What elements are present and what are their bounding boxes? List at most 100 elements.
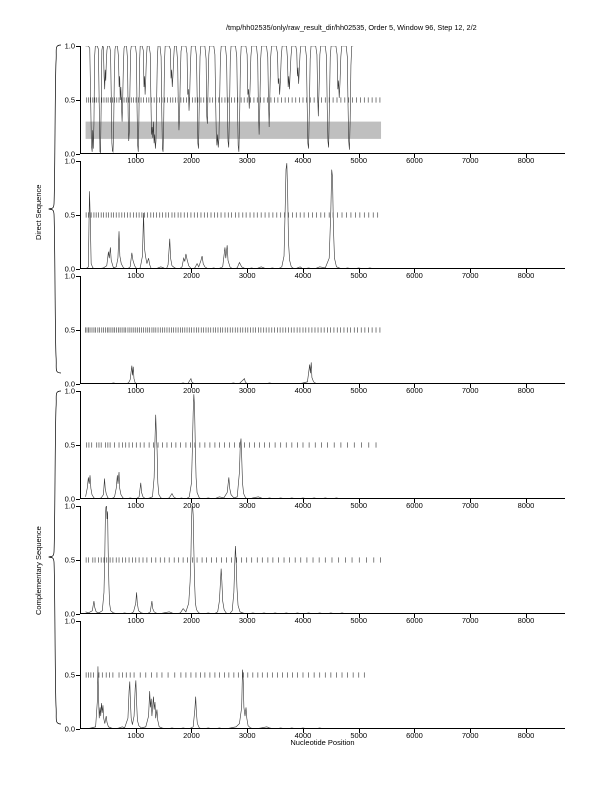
x-axis-tick [414, 154, 416, 158]
x-axis-tick [302, 384, 304, 388]
data-trace [85, 362, 382, 384]
x-axis-tick-label: 3000 [238, 501, 256, 510]
panel-complementary-frame-3: 0.0 0.5 1.0 1000 2000 3000 4000 5000 6000 7000 800… [65, 617, 565, 739]
x-axis-tick-label: 7000 [461, 731, 479, 740]
rug-marks [85, 327, 381, 333]
y-axis-tick [76, 445, 80, 446]
y-axis-tick [76, 276, 80, 277]
x-axis-tick-label: 6000 [406, 271, 423, 280]
x-axis-tick [247, 269, 249, 273]
y-axis-tick [76, 330, 80, 331]
y-axis-tick-label: 0.5 [64, 210, 75, 220]
x-axis-tick [358, 384, 360, 388]
x-axis-tick-label: 6000 [406, 501, 423, 510]
x-axis-tick [525, 154, 527, 158]
x-axis-tick-label: 1000 [127, 156, 145, 165]
panel-plot-area [85, 327, 382, 384]
x-axis-tick [135, 729, 137, 733]
panel-direct-frame-3: 0.0 0.5 1.0 1000 2000 3000 4000 5000 6000 7000 800… [65, 272, 565, 394]
y-axis-tick-label: 0.0 [64, 264, 75, 274]
x-axis-tick [135, 499, 137, 503]
data-trace [85, 506, 382, 614]
x-axis-tick-label: 2000 [183, 501, 200, 510]
brace-direct-sequence [48, 44, 62, 374]
y-axis-tick-label: 0.0 [64, 149, 75, 159]
y-axis-tick-label: 0.0 [64, 379, 75, 389]
x-axis-tick-label: 6000 [406, 731, 423, 740]
y-axis-line [80, 506, 81, 614]
x-axis-tick-label: 2000 [183, 271, 200, 280]
x-axis-tick [414, 614, 416, 618]
x-axis-tick [247, 614, 249, 618]
x-axis-tick [135, 154, 137, 158]
x-axis-tick [414, 269, 416, 273]
x-axis-label: Nucleotide Position [290, 738, 355, 747]
x-axis-line [80, 383, 565, 384]
x-axis-tick [302, 729, 304, 733]
panel-complementary-frame-2: 0.0 0.5 1.0 1000 2000 3000 4000 5000 6000 7000 800… [65, 502, 565, 624]
x-axis-tick [470, 154, 472, 158]
y-axis-tick [76, 391, 80, 392]
x-axis-tick [247, 729, 249, 733]
panel-plot-area [85, 46, 382, 154]
x-axis-tick-label: 7000 [461, 156, 479, 165]
panel-plot-area [85, 506, 382, 614]
y-axis-tick [76, 46, 80, 47]
x-axis-tick [135, 384, 137, 388]
x-axis-tick [191, 269, 193, 273]
brace-complementary-sequence [48, 390, 62, 725]
shaded-threshold-band [85, 121, 382, 139]
x-axis-tick-label: 6000 [406, 386, 423, 395]
x-axis-tick-label: 5000 [350, 386, 368, 395]
x-axis-tick-label: 4000 [294, 271, 312, 280]
y-axis-tick-label: 0.5 [64, 95, 75, 105]
y-axis-tick-label: 1.0 [64, 501, 75, 511]
x-axis-tick-label: 5000 [350, 501, 368, 510]
y-axis-line [80, 621, 81, 729]
x-axis-tick-label: 7000 [461, 616, 479, 625]
x-axis-tick-label: 4000 [294, 616, 312, 625]
panel-direct-frame-2: 0.0 0.5 1.0 1000 2000 3000 4000 5000 6000 7000 800… [65, 157, 565, 279]
x-axis-tick [358, 729, 360, 733]
y-axis-tick-label: 0.5 [64, 555, 75, 565]
x-axis-tick [302, 269, 304, 273]
y-axis-tick [76, 614, 80, 615]
y-axis-tick [76, 621, 80, 622]
x-axis-line [80, 728, 565, 729]
rug-marks [85, 672, 365, 678]
y-axis-tick [76, 499, 80, 500]
y-axis-tick-label: 1.0 [64, 41, 75, 51]
x-axis-tick-label: 7000 [461, 501, 479, 510]
x-axis-tick-label: 1000 [127, 501, 145, 510]
y-axis-line [80, 46, 81, 154]
x-axis-tick-label: 1000 [127, 386, 145, 395]
x-axis-tick-label: 4000 [294, 501, 312, 510]
x-axis-tick [302, 499, 304, 503]
y-axis-tick [76, 560, 80, 561]
rug-marks [86, 97, 381, 103]
x-axis-tick-labels: 1000 2000 3000 4000 5000 6000 7000 8000 [80, 154, 565, 166]
y-axis-line [80, 276, 81, 384]
x-axis-tick-label: 8000 [517, 386, 535, 395]
x-axis-tick-labels: 1000 2000 3000 4000 5000 6000 7000 8000 [80, 729, 565, 741]
x-axis-tick [470, 384, 472, 388]
y-axis-tick-label: 0.0 [64, 609, 75, 619]
x-axis-tick [470, 269, 472, 273]
x-axis-tick [247, 154, 249, 158]
y-axis-line [80, 161, 81, 269]
x-axis-tick [414, 729, 416, 733]
x-axis-tick [247, 499, 249, 503]
x-axis-tick-labels: 1000 2000 3000 4000 5000 6000 7000 8000 [80, 614, 565, 626]
x-axis-tick [191, 614, 193, 618]
x-axis-tick-label: 2000 [183, 156, 200, 165]
x-axis-tick [470, 614, 472, 618]
x-axis-tick [525, 384, 527, 388]
x-axis-tick [135, 269, 137, 273]
x-axis-tick-label: 2000 [183, 616, 200, 625]
data-trace [85, 394, 382, 499]
x-axis-tick [358, 154, 360, 158]
y-axis-tick-label: 0.5 [64, 670, 75, 680]
x-axis-tick-label: 3000 [238, 271, 256, 280]
x-axis-tick-labels: 1000 2000 3000 4000 5000 6000 7000 8000 [80, 384, 565, 396]
x-axis-tick-label: 3000 [238, 386, 256, 395]
